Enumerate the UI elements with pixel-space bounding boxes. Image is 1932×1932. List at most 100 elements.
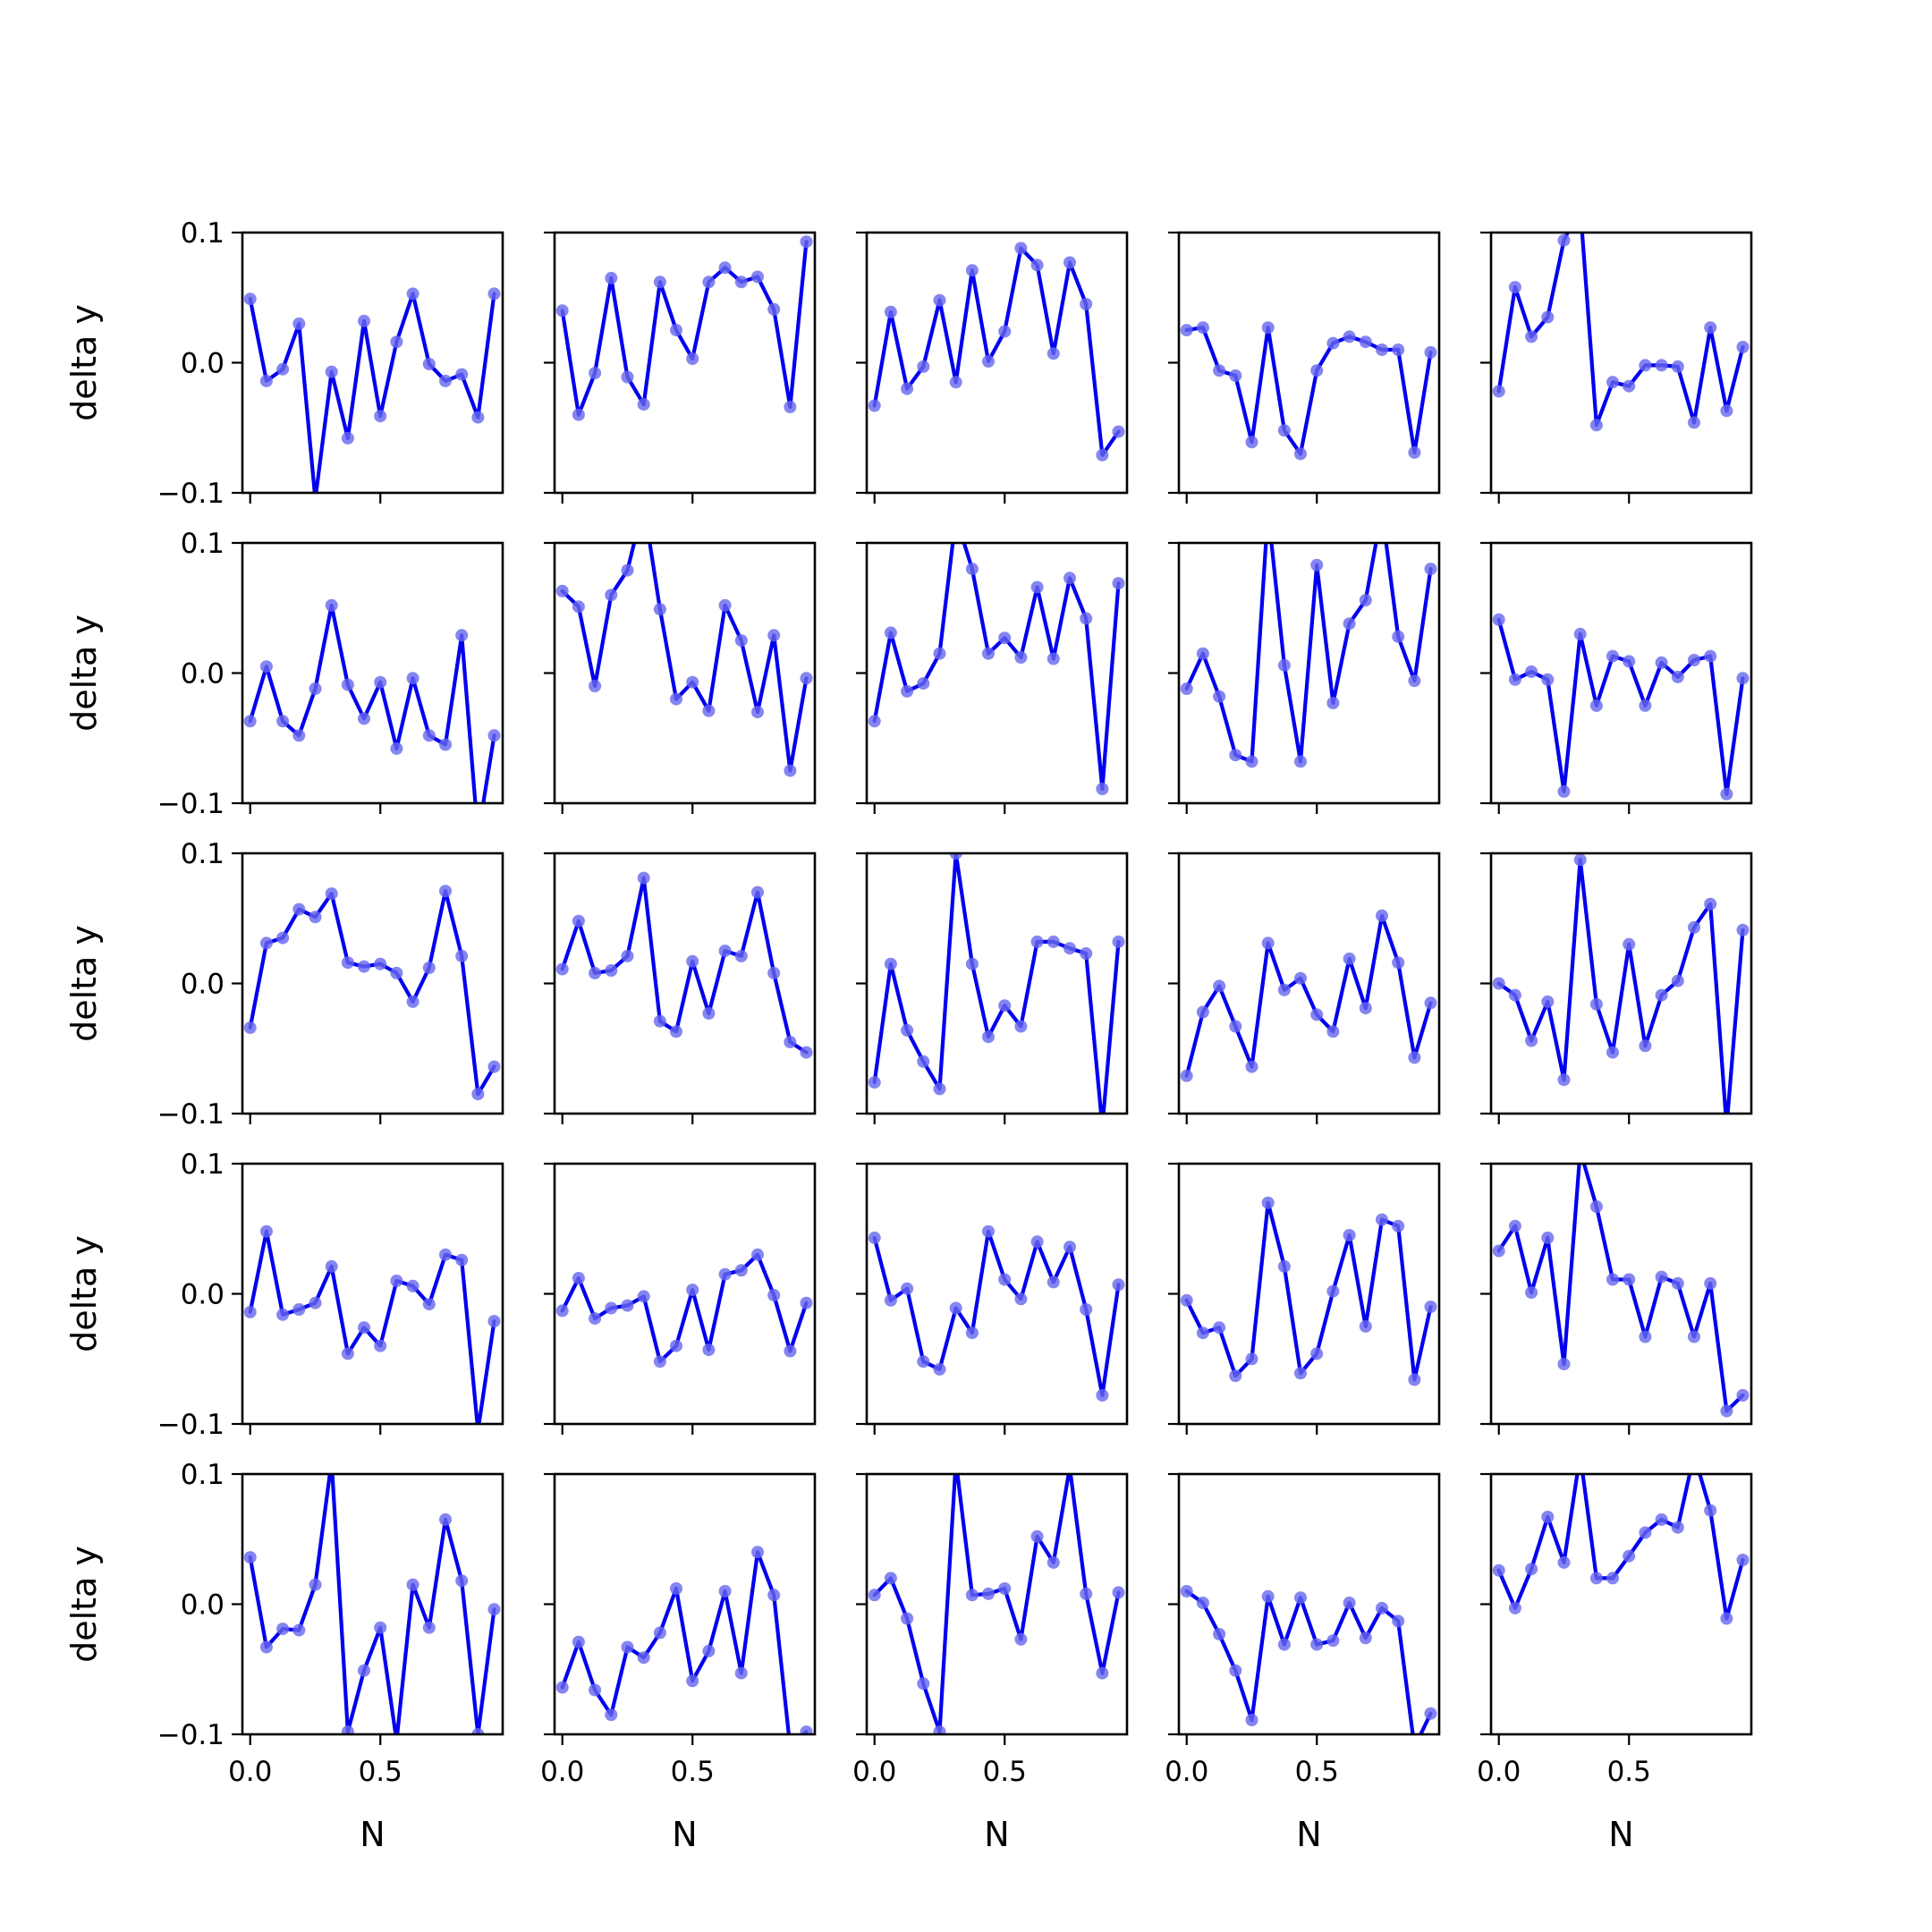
data-point xyxy=(1245,1060,1258,1073)
data-point xyxy=(868,1076,881,1089)
data-point xyxy=(243,1551,257,1564)
data-point xyxy=(259,936,273,950)
data-point xyxy=(901,1282,914,1295)
data-point xyxy=(259,374,273,387)
series-line xyxy=(1496,617,1745,796)
data-point xyxy=(1720,1404,1733,1418)
data-point xyxy=(998,1273,1012,1286)
y-axis-label: delta y xyxy=(64,304,104,421)
data-point xyxy=(309,911,322,924)
data-point xyxy=(555,962,569,976)
data-point xyxy=(670,692,682,706)
series-line xyxy=(872,246,1121,457)
subplot-r3-c3 xyxy=(856,852,1129,1124)
data-point xyxy=(1671,360,1684,373)
data-point xyxy=(1424,1707,1437,1720)
data-point xyxy=(572,408,585,421)
subplot-r4-c3 xyxy=(856,1162,1129,1435)
data-point xyxy=(1229,1369,1242,1383)
data-point xyxy=(767,1289,781,1301)
data-point xyxy=(884,626,897,640)
data-point xyxy=(933,1362,946,1376)
data-point xyxy=(276,362,290,376)
data-point xyxy=(292,1303,306,1316)
data-point xyxy=(1720,404,1733,418)
data-point xyxy=(439,885,452,898)
data-point xyxy=(1213,1321,1226,1335)
data-point xyxy=(422,1298,436,1311)
data-point xyxy=(1492,1244,1505,1258)
data-point xyxy=(487,1315,501,1328)
data-point xyxy=(1014,651,1028,664)
data-point xyxy=(1736,1389,1750,1402)
data-point xyxy=(1030,1530,1044,1543)
data-point xyxy=(243,1305,257,1318)
data-point xyxy=(1326,1634,1340,1648)
data-point xyxy=(917,1355,930,1368)
data-point xyxy=(605,964,618,977)
data-point xyxy=(949,376,962,389)
data-point xyxy=(1688,920,1700,934)
data-point xyxy=(555,304,569,318)
data-point xyxy=(292,1623,306,1637)
x-tick-label: 0.5 xyxy=(671,1756,715,1788)
data-point xyxy=(884,1572,897,1585)
data-point xyxy=(1492,977,1505,990)
data-point xyxy=(1080,1587,1093,1600)
data-point xyxy=(439,374,452,387)
data-point xyxy=(1080,1303,1093,1316)
x-axis-label: N xyxy=(672,1815,697,1854)
data-point xyxy=(455,629,469,642)
data-point xyxy=(1376,909,1388,922)
data-point xyxy=(422,729,436,742)
data-point xyxy=(1736,923,1750,936)
data-point xyxy=(572,600,585,614)
x-tick-label: 0.0 xyxy=(228,1756,272,1788)
data-point xyxy=(455,1574,469,1588)
data-point xyxy=(455,949,469,962)
y-axis-label: delta y xyxy=(64,614,104,732)
data-point xyxy=(751,1248,764,1261)
data-point xyxy=(1671,974,1684,987)
data-point xyxy=(589,1683,602,1697)
data-point xyxy=(1392,956,1405,970)
data-point xyxy=(868,1589,881,1602)
data-point xyxy=(1704,649,1717,663)
data-point xyxy=(471,411,485,424)
data-point xyxy=(621,1299,634,1312)
data-point xyxy=(1557,233,1571,247)
subplot-r4-c5 xyxy=(1480,1162,1753,1435)
data-point xyxy=(1112,935,1125,948)
data-point xyxy=(637,871,650,885)
data-point xyxy=(1606,376,1619,389)
data-point xyxy=(276,1308,290,1321)
plot-area xyxy=(868,853,1125,1114)
y-tick-label: 0.1 xyxy=(181,1459,225,1491)
y-axis-label: delta y xyxy=(64,1235,104,1352)
data-point xyxy=(1245,436,1258,449)
data-point xyxy=(309,1296,322,1309)
data-point xyxy=(1112,1278,1125,1292)
data-point xyxy=(1180,682,1193,695)
plot-area xyxy=(1180,321,1437,461)
data-point xyxy=(933,1082,946,1096)
y-tick-label: 0.0 xyxy=(181,658,225,691)
data-point xyxy=(653,275,666,289)
data-point xyxy=(1606,1046,1619,1059)
data-point xyxy=(243,292,257,306)
data-point xyxy=(325,1259,338,1273)
subplot-r1-c3 xyxy=(856,231,1129,504)
data-point xyxy=(702,1007,716,1020)
data-point xyxy=(309,1578,322,1591)
data-point xyxy=(1277,658,1291,672)
data-point xyxy=(1343,952,1356,965)
data-point xyxy=(1063,1241,1076,1254)
data-point xyxy=(1589,1572,1603,1585)
data-point xyxy=(439,1513,452,1526)
data-point xyxy=(734,949,748,962)
data-point xyxy=(965,957,979,970)
data-point xyxy=(767,1589,781,1602)
y-tick-label: 0.1 xyxy=(181,217,225,250)
data-point xyxy=(1310,1638,1324,1651)
data-point xyxy=(605,1301,618,1315)
